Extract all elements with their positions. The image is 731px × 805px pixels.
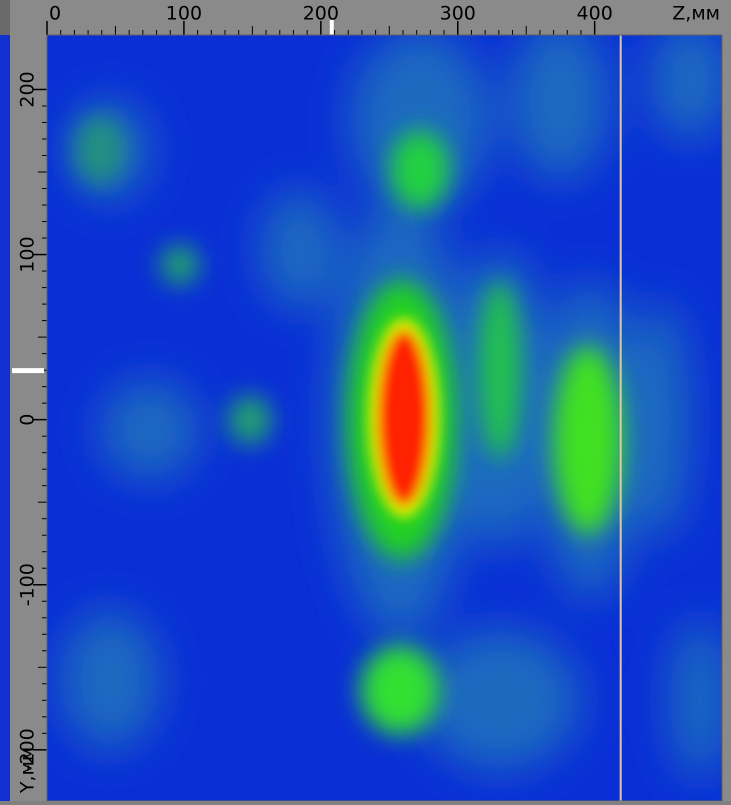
scan-view: 0100200300400Z,мм-200-1000100200Y,мм: [0, 0, 731, 801]
x-tick-label: 0: [49, 3, 61, 25]
side-panel: [0, 35, 10, 801]
page: 0100200300400Z,мм-200-1000100200Y,мм (()…: [0, 0, 731, 801]
x-tick-label: 300: [440, 3, 476, 25]
x-tick-label: 100: [166, 3, 202, 25]
z-marker: [330, 20, 334, 35]
y-tick-label: 0: [17, 414, 39, 426]
y-marker: [12, 368, 44, 373]
heatmap: [47, 20, 730, 801]
x-tick-label: 400: [577, 3, 613, 25]
y-tick-label: 200: [17, 71, 39, 107]
y-tick-label: -100: [17, 563, 39, 606]
y-axis-label: Y,мм: [17, 747, 39, 794]
y-tick-label: 100: [17, 236, 39, 272]
side-panel-top: [0, 0, 10, 35]
x-axis-label: Z,мм: [672, 3, 720, 25]
heatmap-peak: [368, 318, 440, 518]
